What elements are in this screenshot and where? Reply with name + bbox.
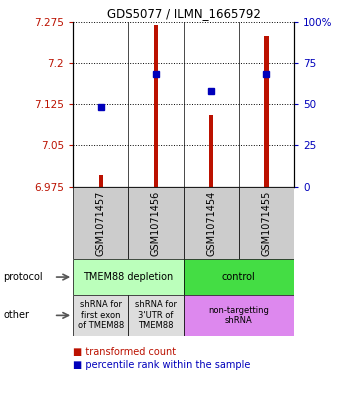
Bar (184, 259, 294, 295)
Bar (73, 295, 129, 336)
Bar (184, 187, 239, 259)
Text: shRNA for
3'UTR of
TMEM88: shRNA for 3'UTR of TMEM88 (135, 301, 177, 330)
Text: ■ transformed count: ■ transformed count (73, 347, 176, 357)
Text: protocol: protocol (3, 272, 43, 282)
Bar (184, 295, 294, 336)
Bar (129, 187, 184, 259)
Text: GSM1071456: GSM1071456 (151, 190, 161, 256)
Text: GSM1071455: GSM1071455 (261, 190, 271, 256)
Bar (73, 187, 129, 259)
Text: non-targetting
shRNA: non-targetting shRNA (208, 306, 269, 325)
Title: GDS5077 / ILMN_1665792: GDS5077 / ILMN_1665792 (107, 7, 260, 20)
Text: GSM1071457: GSM1071457 (96, 190, 106, 256)
Bar (99, 174, 103, 187)
Bar (73, 259, 184, 295)
Text: ■ percentile rank within the sample: ■ percentile rank within the sample (73, 360, 251, 371)
Bar (154, 26, 158, 187)
Text: control: control (222, 272, 256, 282)
Text: GSM1071454: GSM1071454 (206, 190, 216, 256)
Text: other: other (3, 310, 29, 320)
Text: shRNA for
first exon
of TMEM88: shRNA for first exon of TMEM88 (78, 301, 124, 330)
Bar (209, 115, 214, 187)
Bar (239, 187, 294, 259)
Text: TMEM88 depletion: TMEM88 depletion (83, 272, 173, 282)
Bar (129, 295, 184, 336)
Bar (264, 37, 269, 187)
